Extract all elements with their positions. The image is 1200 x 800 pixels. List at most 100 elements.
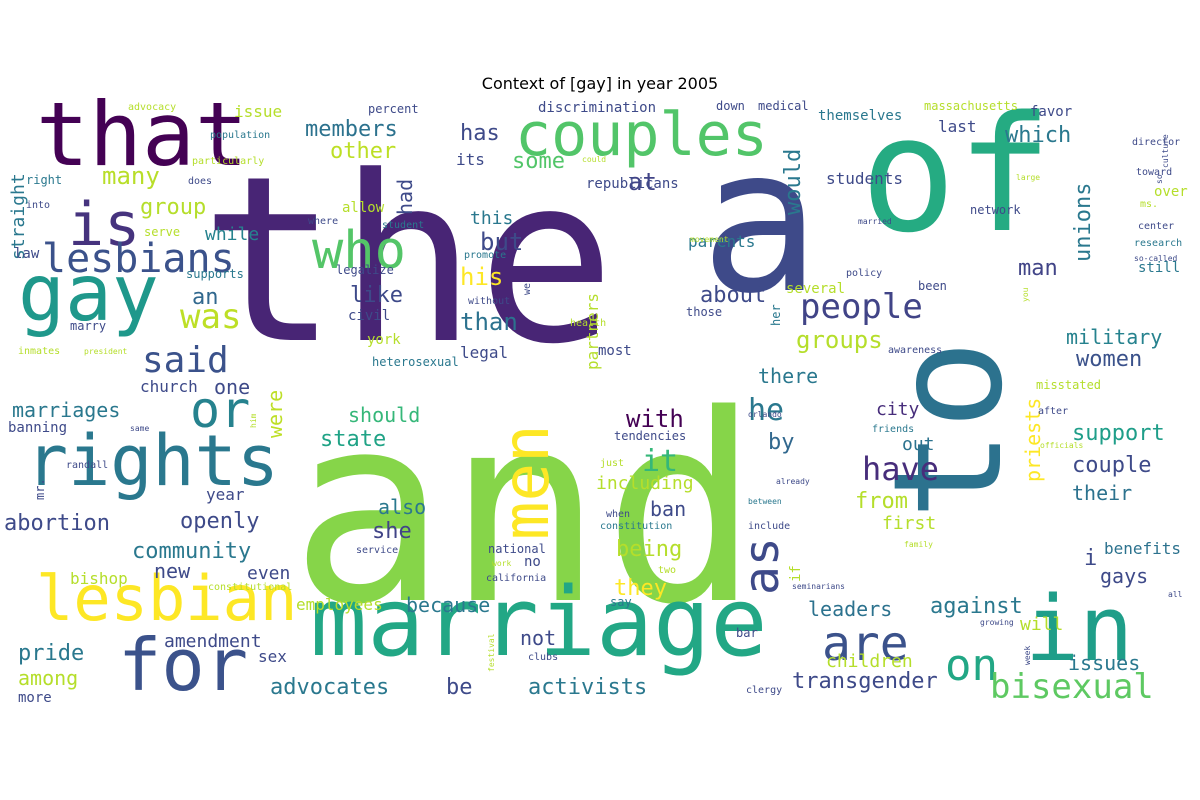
word-against: against (930, 594, 1023, 619)
word-also: also (378, 495, 426, 519)
word-for: for (118, 623, 248, 707)
word-we: we (522, 283, 533, 295)
word-over: over (1154, 184, 1188, 200)
word-that: that (36, 83, 248, 186)
word-national: national (488, 542, 546, 556)
word-other: other (330, 139, 396, 164)
word-transgender: transgender (792, 669, 938, 694)
word-activists: activists (528, 675, 647, 700)
word-bishop: bishop (70, 569, 128, 588)
word-she: she (372, 519, 412, 544)
word-than: than (460, 308, 518, 336)
word-favor: favor (1030, 104, 1072, 120)
word-where: where (308, 216, 338, 227)
word-more: more (18, 690, 52, 706)
word-orlando: orlando (748, 410, 782, 419)
word-have: have (862, 450, 939, 488)
word-student: student (382, 220, 424, 231)
word-policy: policy (846, 268, 882, 279)
word-themselves: themselves (818, 108, 902, 124)
word-republicans: republicans (586, 176, 679, 192)
word-mr: mr. (33, 478, 47, 500)
word-advocacy: advocacy (128, 102, 176, 113)
word-week: week (1023, 646, 1032, 665)
word-ban: ban (650, 497, 686, 521)
word-of: of (860, 81, 1053, 268)
word-seminarians: seminarians (792, 582, 845, 591)
word-down: down (716, 99, 745, 113)
word-parents: parents (688, 232, 755, 251)
word-church: church (140, 377, 198, 396)
word-percent: percent (368, 102, 419, 116)
word-amendment: amendment (164, 631, 262, 652)
word-as: as (734, 537, 790, 595)
word-had: had (393, 179, 417, 215)
word-sex: sex (258, 647, 287, 666)
word-group: group (140, 195, 206, 220)
word-men: men (490, 424, 564, 540)
word-work: work (492, 559, 511, 568)
word-center: center (1138, 221, 1174, 232)
word-city: city (876, 399, 920, 420)
word-issue: issue (234, 102, 282, 121)
word-legal: legal (460, 343, 508, 362)
word-constitutional: constitutional (208, 582, 292, 593)
word-does: does (188, 176, 212, 187)
word-tendencies: tendencies (614, 429, 686, 443)
word-said: said (142, 340, 229, 381)
word-same: same (130, 424, 149, 433)
word-medical: medical (758, 99, 809, 113)
word-most: most (598, 343, 632, 359)
word-ms: ms. (1140, 199, 1158, 210)
word-abortion: abortion (4, 511, 110, 536)
word-a: a (700, 105, 820, 338)
word-members: members (305, 117, 398, 142)
word-its: its (456, 150, 485, 169)
word-it: it (642, 444, 678, 479)
word-new: new (154, 559, 191, 583)
word-many: many (102, 162, 160, 190)
word-including: including (596, 473, 694, 494)
word-has: has (460, 121, 500, 146)
word-pride: pride (18, 641, 84, 666)
word-state: state (320, 427, 386, 452)
word-between: between (748, 497, 782, 506)
word-service: service (356, 545, 398, 556)
word-women: women (1076, 347, 1142, 372)
word-supports: supports (186, 267, 244, 281)
word-because: because (406, 593, 490, 617)
word-culture: culture (1161, 134, 1170, 168)
word-all: all (1168, 590, 1183, 599)
word-lesbians: lesbians (42, 236, 235, 282)
word-officials: officials (1040, 441, 1084, 450)
word-clubs: clubs (528, 652, 558, 663)
word-openly: openly (180, 509, 259, 534)
word-or: or (190, 381, 250, 439)
word-gay: gay (18, 249, 159, 339)
word-one: one (214, 375, 250, 399)
word-randall: randall (66, 460, 108, 471)
word-partners: partners (583, 293, 602, 370)
word-leaders: leaders (808, 597, 892, 621)
word-promote: promote (464, 250, 506, 261)
word-you: you (1021, 287, 1030, 302)
word-with: with (626, 405, 684, 433)
word-toward: toward (1136, 167, 1172, 178)
word-when: when (606, 509, 630, 520)
word-growing: growing (980, 618, 1014, 627)
word-him: him (249, 413, 258, 428)
word-network: network (970, 203, 1021, 217)
word-about: about (700, 283, 766, 308)
word-marriages: marriages (12, 398, 120, 422)
word-among: among (18, 666, 78, 690)
word-military: military (1066, 325, 1162, 349)
word-awareness: awareness (888, 345, 942, 356)
word-so: so (1155, 174, 1164, 184)
word-they: they (614, 576, 667, 601)
word-benefits: benefits (1104, 539, 1181, 558)
word-heterosexual: heterosexual (372, 355, 459, 369)
word-his: his (460, 263, 503, 291)
word-socalled: so-called (1134, 254, 1178, 263)
word-in: in (1025, 577, 1133, 682)
word-marriage: marriage (310, 568, 768, 678)
